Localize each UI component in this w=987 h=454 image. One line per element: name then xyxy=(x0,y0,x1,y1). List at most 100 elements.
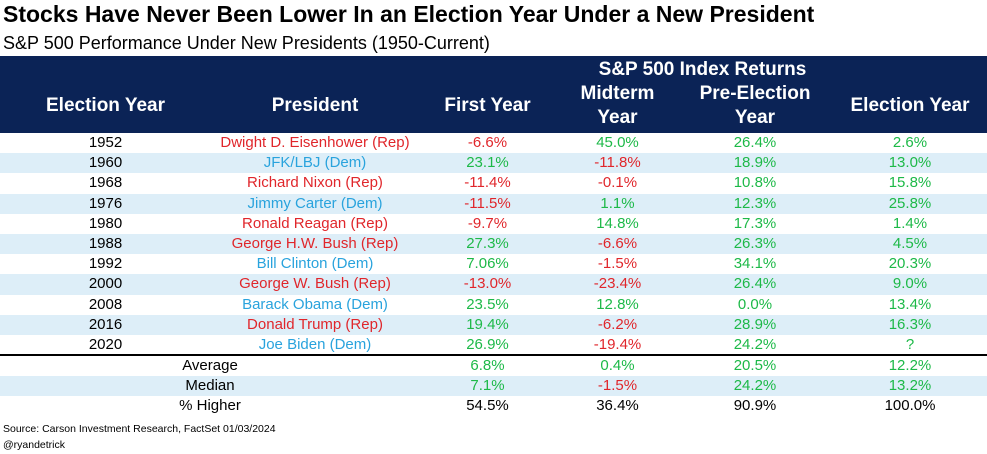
summary-separator xyxy=(0,354,987,356)
election-year-cell: 1976 xyxy=(88,194,123,212)
first-year-cell: 23.1% xyxy=(466,154,509,172)
first-year-cell: 7.06% xyxy=(466,255,509,273)
election-year-cell: 1988 xyxy=(88,234,123,252)
col-header-election-year-returns: Election Year xyxy=(850,95,970,116)
election-year-cell: 2020 xyxy=(88,335,123,353)
author-handle: @ryandetrick xyxy=(3,439,66,451)
table-row: 1968 Richard Nixon (Rep) -11.4% -0.1% 10.8% 1… xyxy=(0,173,987,193)
summary-election-cell: 12.2% xyxy=(888,357,932,374)
summary-label: Average xyxy=(182,357,238,374)
election-year-cell: 1968 xyxy=(88,174,123,192)
president-cell: Ronald Reagan (Rep) xyxy=(242,214,388,232)
president-cell: Bill Clinton (Dem) xyxy=(256,255,374,273)
election-year-return-cell: 25.8% xyxy=(888,194,932,212)
president-cell: Dwight D. Eisenhower (Rep) xyxy=(220,134,410,151)
table-row: 1988 George H.W. Bush (Rep) 27.3% -6.6% 26.3… xyxy=(0,233,987,255)
summary-first-cell: 7.1% xyxy=(470,377,505,395)
election-year-return-cell: 13.0% xyxy=(888,154,932,172)
president-cell: George H.W. Bush (Rep) xyxy=(231,234,399,252)
summary-midterm-cell: 36.4% xyxy=(596,397,639,415)
election-year-cell: 1992 xyxy=(88,255,123,273)
midterm-year-cell: -1.5% xyxy=(597,255,638,273)
col-header-president: President xyxy=(271,95,359,116)
first-year-cell: -11.5% xyxy=(464,194,511,212)
data-rows: 1952 Dwight D. Eisenhower (Rep) -6.6% 45.0%… xyxy=(0,133,987,355)
col-header-election-year: Election Year xyxy=(46,95,165,116)
first-year-cell: -9.7% xyxy=(467,214,508,232)
summary-pre-cell: 20.5% xyxy=(733,357,777,374)
election-year-return-cell: 4.5% xyxy=(892,234,928,252)
midterm-year-cell: -23.4% xyxy=(593,275,642,293)
election-year-cell: 2016 xyxy=(88,315,123,333)
summary-pre-cell: 90.9% xyxy=(733,397,777,415)
pre-election-year-cell: 0.0% xyxy=(737,295,773,313)
summary-pre-cell: 24.2% xyxy=(733,377,777,395)
table-header: S&P 500 Index Returns Election Year Pres… xyxy=(0,56,987,133)
midterm-year-cell: 45.0% xyxy=(596,134,639,151)
col-header-first-year: First Year xyxy=(444,95,531,116)
election-year-cell: 2008 xyxy=(88,295,123,313)
pre-election-year-cell: 12.3% xyxy=(733,194,777,212)
summary-midterm-cell: 0.4% xyxy=(600,357,635,374)
table-row: 1960 JFK/LBJ (Dem) 23.1% -11.8% 18.9% 13.0% xyxy=(0,153,987,174)
pre-election-year-cell: 17.3% xyxy=(733,214,777,232)
first-year-cell: -6.6% xyxy=(467,134,508,151)
chart-subtitle: S&P 500 Performance Under New Presidents… xyxy=(3,33,490,53)
table-row: 1980 Ronald Reagan (Rep) -9.7% 14.8% 17.3% 1.… xyxy=(0,214,987,234)
summary-row: % Higher 54.5% 36.4% 90.9% 100.0% xyxy=(0,396,987,416)
midterm-year-cell: -6.2% xyxy=(597,315,638,333)
election-year-return-cell: 1.4% xyxy=(892,214,928,232)
summary-election-cell: 100.0% xyxy=(884,397,936,415)
president-cell: Barack Obama (Dem) xyxy=(242,295,388,313)
col-header-midterm-text: Midterm Year xyxy=(580,83,655,128)
pre-election-year-cell: 24.2% xyxy=(733,335,777,353)
president-cell: George W. Bush (Rep) xyxy=(239,275,391,293)
midterm-year-cell: -11.8% xyxy=(594,154,641,172)
group-header: S&P 500 Index Returns xyxy=(598,59,807,80)
election-year-return-cell: 15.8% xyxy=(888,174,932,192)
pre-election-year-cell: 34.1% xyxy=(733,255,777,273)
midterm-year-cell: -6.6% xyxy=(597,234,638,252)
election-year-cell: 1960 xyxy=(88,154,123,172)
table-row: 1976 Jimmy Carter (Dem) -11.5% 1.1% 12.3% 25.… xyxy=(0,193,987,214)
first-year-cell: -11.4% xyxy=(464,174,511,192)
president-cell: Joe Biden (Dem) xyxy=(258,335,372,353)
midterm-year-cell: -0.1% xyxy=(597,174,638,192)
president-cell: Donald Trump (Rep) xyxy=(247,315,383,333)
election-year-return-cell: 20.3% xyxy=(888,255,932,273)
summary-rows: Average 6.8% 0.4% 20.5% 12.2% Median 7.1% -1.5%… xyxy=(0,356,987,417)
president-cell: JFK/LBJ (Dem) xyxy=(263,154,367,172)
table-row: 1992 Bill Clinton (Dem) 7.06% -1.5% 34.1% 20.… xyxy=(0,254,987,274)
election-year-cell: 2000 xyxy=(88,275,123,293)
summary-row: Average 6.8% 0.4% 20.5% 12.2% xyxy=(0,356,987,376)
summary-first-cell: 6.8% xyxy=(470,357,505,374)
col-header-pre-election-text: Pre-Election Year xyxy=(699,83,811,128)
first-year-cell: 26.9% xyxy=(466,335,509,353)
election-year-cell: 1980 xyxy=(88,214,123,232)
election-year-return-cell: ? xyxy=(905,335,915,353)
first-year-cell: 19.4% xyxy=(466,315,509,333)
president-cell: Jimmy Carter (Dem) xyxy=(247,194,383,212)
summary-label: Median xyxy=(185,377,235,395)
summary-row: Median 7.1% -1.5% 24.2% 13.2% xyxy=(0,376,987,397)
summary-label: % Higher xyxy=(179,397,241,415)
president-cell: Richard Nixon (Rep) xyxy=(247,174,383,192)
election-year-return-cell: 13.4% xyxy=(888,295,932,313)
col-header-pre-election-year: Pre-Election Year xyxy=(680,82,830,130)
midterm-year-cell: 1.1% xyxy=(600,194,635,212)
first-year-cell: -13.0% xyxy=(463,275,512,293)
source-note: Source: Carson Investment Research, Fact… xyxy=(3,423,276,435)
table-row: 2008 Barack Obama (Dem) 23.5% 12.8% 0.0% 13.4… xyxy=(0,295,987,315)
election-year-return-cell: 2.6% xyxy=(892,134,928,151)
pre-election-year-cell: 26.4% xyxy=(733,275,777,293)
midterm-year-cell: 14.8% xyxy=(596,214,639,232)
election-year-return-cell: 16.3% xyxy=(888,315,932,333)
summary-midterm-cell: -1.5% xyxy=(597,377,638,395)
table-row: 1952 Dwight D. Eisenhower (Rep) -6.6% 45.0%… xyxy=(0,133,987,153)
summary-first-cell: 54.5% xyxy=(466,397,509,415)
table-row: 2016 Donald Trump (Rep) 19.4% -6.2% 28.9% 16.… xyxy=(0,314,987,335)
election-year-cell: 1952 xyxy=(88,134,123,151)
election-year-return-cell: 9.0% xyxy=(892,275,928,293)
table-row: 2000 George W. Bush (Rep) -13.0% -23.4% 26.4… xyxy=(0,274,987,295)
table-row: 2020 Joe Biden (Dem) 26.9% -19.4% 24.2%? xyxy=(0,335,987,355)
